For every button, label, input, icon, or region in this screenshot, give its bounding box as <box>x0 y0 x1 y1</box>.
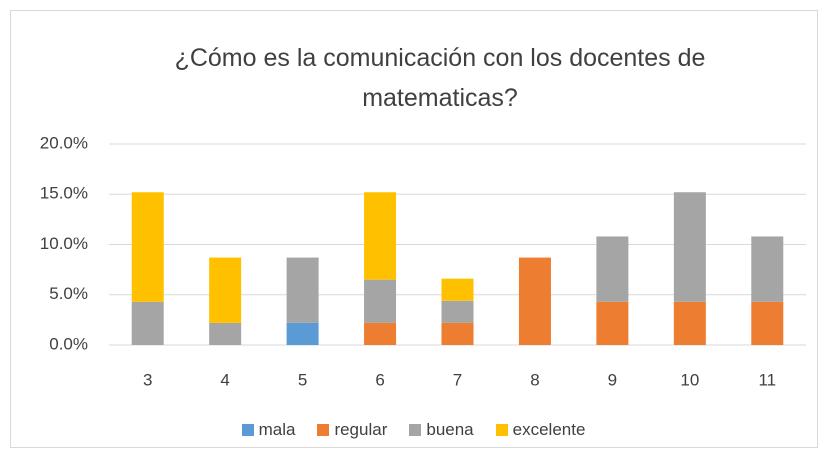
legend-label: excelente <box>512 420 586 439</box>
x-tick-label: 9 <box>608 370 617 389</box>
bar-segment <box>286 257 319 323</box>
bar-segment <box>441 278 474 301</box>
legend-swatch <box>495 424 508 436</box>
bar-segment <box>751 236 784 302</box>
x-tick-label: 3 <box>143 370 152 389</box>
legend-item: buena <box>409 420 474 440</box>
y-tick-label: 15.0% <box>40 184 88 203</box>
bar-segment <box>364 279 397 323</box>
x-tick-label: 10 <box>680 370 699 389</box>
y-tick-label: 5.0% <box>49 284 88 303</box>
bar-segment <box>441 322 474 345</box>
x-tick-label: 4 <box>220 370 229 389</box>
bar-segment <box>673 301 706 345</box>
legend-item: excelente <box>495 420 586 440</box>
bar-segment <box>673 192 706 302</box>
bar-segment <box>441 300 474 323</box>
y-tick-label: 20.0% <box>40 133 88 152</box>
bar-segment <box>596 236 629 302</box>
legend: mala regular buena excelente <box>0 420 827 440</box>
bar-segment <box>596 301 629 345</box>
x-tick-label: 5 <box>298 370 307 389</box>
y-tick-label: 0.0% <box>49 334 88 353</box>
bar-segment <box>131 192 164 302</box>
chart-title: ¿Cómo es la comunicación con los docente… <box>174 44 706 112</box>
bar-segment <box>364 322 397 345</box>
x-tick-label: 6 <box>375 370 384 389</box>
legend-swatch <box>241 424 254 436</box>
bar-segment <box>364 192 397 280</box>
legend-label: mala <box>258 420 296 439</box>
legend-label: regular <box>334 420 388 439</box>
x-tick-label: 8 <box>530 370 539 389</box>
bar-segment <box>518 257 551 345</box>
legend-swatch <box>409 424 422 436</box>
legend-label: buena <box>426 420 474 439</box>
chart-border <box>10 10 818 448</box>
bar-segment <box>286 322 319 345</box>
bar-segment <box>209 322 242 345</box>
bar-segment <box>209 257 242 323</box>
bar-segment <box>131 301 164 345</box>
y-tick-label: 10.0% <box>40 234 88 253</box>
x-tick-label: 11 <box>758 370 776 389</box>
x-tick-label: 7 <box>453 370 462 389</box>
bar-segment <box>751 301 784 345</box>
legend-item: mala <box>241 420 296 440</box>
legend-item: regular <box>317 420 387 440</box>
legend-swatch <box>317 424 330 436</box>
